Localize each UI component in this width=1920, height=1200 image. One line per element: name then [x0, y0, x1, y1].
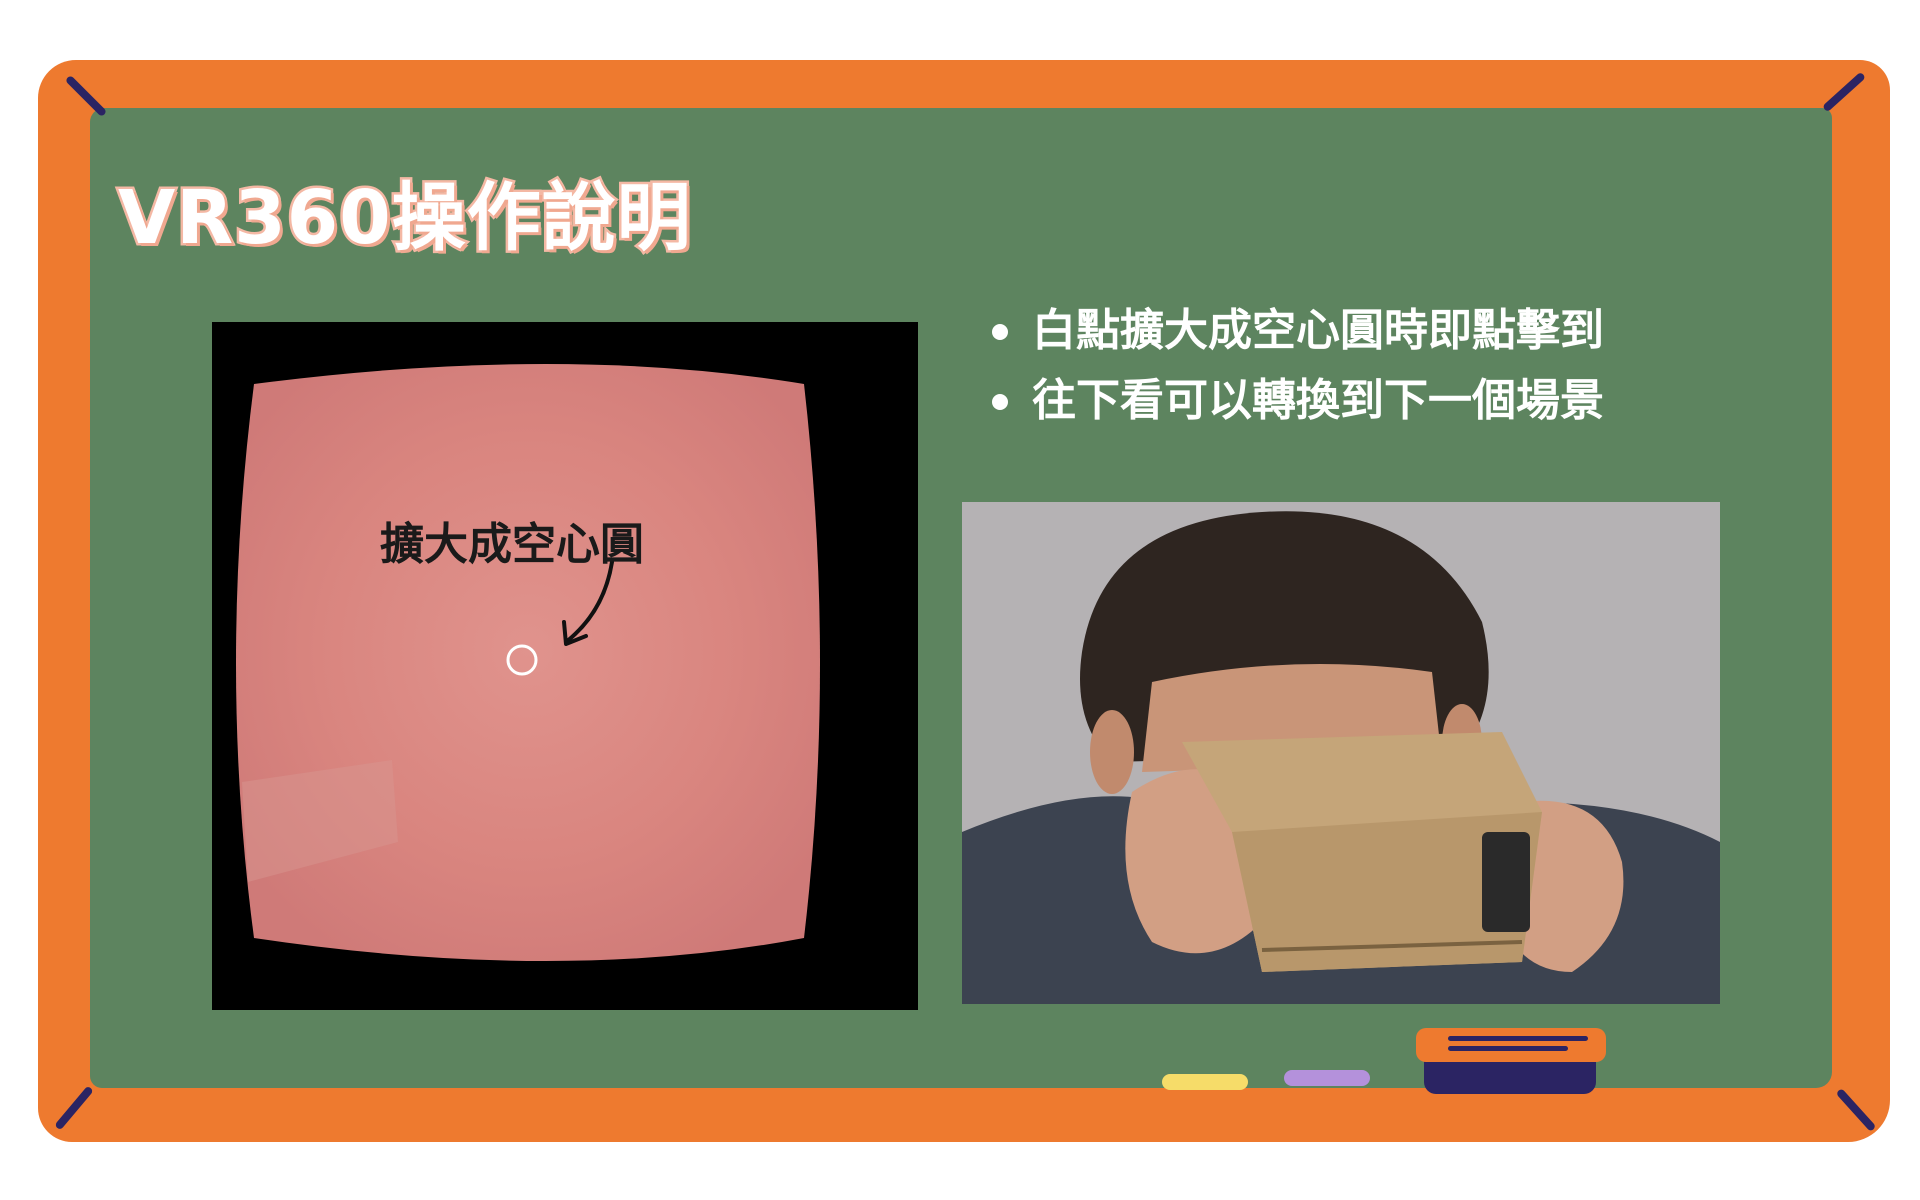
instruction-text: 往下看可以轉換到下一個場景: [1032, 375, 1604, 426]
callout-label: 擴大成空心圓: [380, 519, 644, 570]
cardboard-viewer-photo: [962, 502, 1720, 1004]
instruction-item: 往下看可以轉換到下一個場景: [980, 370, 1604, 432]
vr-view-screenshot: [212, 322, 918, 1010]
instruction-item: 白點擴大成空心圓時即點擊到: [980, 300, 1604, 362]
vr-lens-image: [236, 364, 820, 961]
slide-title: VR360操作說明: [116, 173, 694, 264]
eraser-stripe: [1448, 1036, 1588, 1041]
yellow-chalk: [1162, 1074, 1248, 1090]
gaze-ring-cursor: [506, 644, 538, 676]
instruction-list: 白點擴大成空心圓時即點擊到 往下看可以轉換到下一個場景: [980, 300, 1604, 440]
bullet-icon: [992, 324, 1008, 340]
purple-chalk: [1284, 1070, 1370, 1086]
instruction-text: 白點擴大成空心圓時即點擊到: [1032, 305, 1604, 356]
bullet-icon: [992, 394, 1008, 410]
person-with-cardboard-image: [962, 502, 1720, 1004]
callout-arrow: [564, 560, 614, 644]
eraser-stripe: [1448, 1046, 1568, 1051]
eraser-top: [1416, 1028, 1606, 1062]
